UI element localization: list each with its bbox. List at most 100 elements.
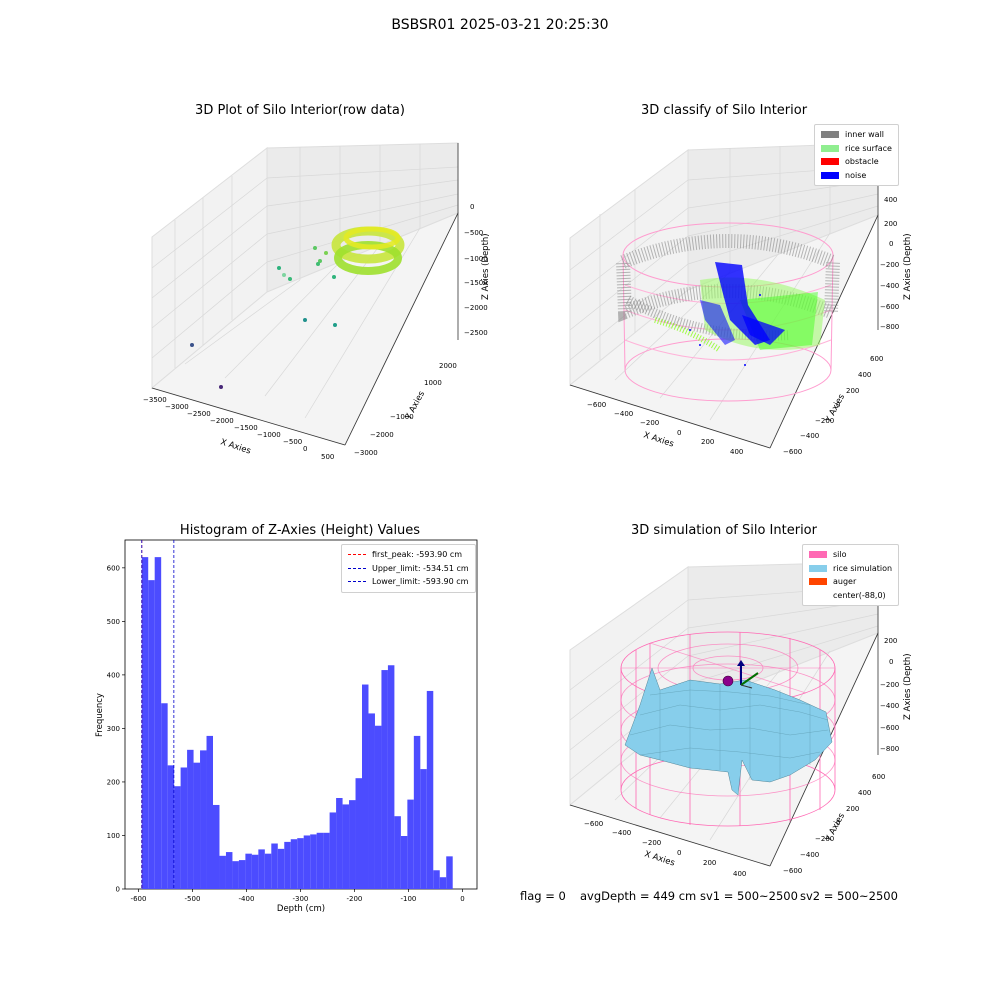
plot2-z-ticks: 400 200 0 −200 −400 −600 −800 <box>880 196 899 331</box>
plot1-ztick: −2500 <box>464 329 488 337</box>
plot2-ztick: −200 <box>880 261 899 269</box>
histogram-ytick-label: 200 <box>107 778 120 786</box>
histogram-bar <box>213 804 220 889</box>
histogram-bars <box>141 557 453 889</box>
silo-swatch <box>809 551 827 559</box>
plot1-xtick: −2500 <box>187 410 211 418</box>
plot4-legend: silo rice simulation auger center(-88,0) <box>802 544 900 607</box>
plot4-xtick: 200 <box>703 859 716 867</box>
plot4-ztick: 0 <box>889 658 893 666</box>
histogram-xtick-label: -600 <box>131 895 147 903</box>
plot2-xtick: −200 <box>640 419 659 427</box>
histogram-xtick-label: -300 <box>293 895 309 903</box>
histogram-bar <box>426 690 434 889</box>
plot2-inner-wall-points <box>615 234 841 341</box>
first-peak-line-swatch <box>348 554 366 556</box>
plot4-title: 3D simulation of Silo Interior <box>631 523 817 538</box>
histogram-bar <box>148 580 155 889</box>
plot4-y-ticks: 600 400 200 0 −200 −400 −600 <box>783 773 885 875</box>
plot2-xtick: 0 <box>677 429 681 437</box>
plot4-ztick: −200 <box>880 681 899 689</box>
plot4-ytick: −600 <box>783 867 802 875</box>
plot4-ytick: −200 <box>815 835 834 843</box>
histogram-bar <box>420 769 427 889</box>
plot2-xtick: 200 <box>701 438 714 446</box>
histogram-bar <box>219 855 226 889</box>
plot2-ztick: 0 <box>889 240 893 248</box>
histogram-ytick-label: 400 <box>107 671 120 679</box>
histogram-ylabel: Frequency <box>95 693 105 737</box>
histogram-bar <box>200 750 207 889</box>
histogram-bar <box>349 800 356 889</box>
histogram-bar <box>245 853 252 889</box>
histogram-bar <box>439 877 447 889</box>
legend-item-first-peak: first_peak: -593.90 cm <box>348 548 469 562</box>
legend-item-inner-wall: inner wall <box>821 128 892 142</box>
plot4-ztick: −600 <box>880 724 899 732</box>
plot4-xtick: 0 <box>677 849 681 857</box>
plot4-auger-marker <box>722 660 759 689</box>
plot1-title: 3D Plot of Silo Interior(row data) <box>195 103 405 118</box>
legend-item-center: center(-88,0) <box>809 589 892 603</box>
plot2-x-ticks: −600 −400 −200 0 200 400 <box>587 401 743 456</box>
plot2-y-ticks: 600 400 200 0 −200 −400 −600 <box>783 355 883 456</box>
legend-item-noise: noise <box>821 169 892 183</box>
histogram-bar <box>433 870 440 889</box>
plot1-ylabel: Y Axies <box>403 389 427 422</box>
plot2-xtick: −600 <box>587 401 606 409</box>
histogram-bar <box>355 778 363 889</box>
histogram-bar <box>193 762 201 889</box>
histogram-ytick-label: 600 <box>107 564 120 572</box>
histogram-bar <box>206 735 213 889</box>
histogram-bar <box>323 832 330 889</box>
lower-limit-line-swatch <box>348 581 366 583</box>
plot2-ztick: −800 <box>880 323 899 331</box>
plot1-xtick: −3000 <box>165 403 189 411</box>
histogram-bar <box>225 852 233 889</box>
legend-item-rice-surface: rice surface <box>821 142 892 156</box>
plot1-ytick: −2000 <box>370 431 394 439</box>
histogram-bar <box>238 860 246 889</box>
histogram-bar <box>284 841 291 889</box>
histogram-bar <box>407 799 414 889</box>
plot4-ztick: 200 <box>884 637 897 645</box>
plot4-xtick: −400 <box>612 829 631 837</box>
histogram-ytick-label: 0 <box>116 886 120 894</box>
histogram-bar <box>400 836 408 889</box>
plot2-zlabel: Z Axies (Depth) <box>903 233 913 300</box>
plot1-ztick: −2000 <box>464 304 488 312</box>
histogram-bar <box>258 849 265 889</box>
histogram-xtick-label: -100 <box>400 895 416 903</box>
histogram-bar <box>446 856 453 889</box>
plot1-ztick: 0 <box>470 203 474 211</box>
footer-flag: flag = 0 <box>520 889 566 903</box>
histogram-bar <box>271 843 278 889</box>
histogram-bar <box>413 735 421 889</box>
plot2-ytick: −600 <box>783 448 802 456</box>
histogram-bar <box>174 786 181 889</box>
histogram-bar <box>290 839 298 889</box>
plot4-ytick: 400 <box>858 789 871 797</box>
legend-item-rice-simulation: rice simulation <box>809 562 892 576</box>
plot2-ytick: −400 <box>800 432 819 440</box>
legend-item-silo: silo <box>809 548 892 562</box>
histogram-bar <box>167 765 175 889</box>
plot2-ztick: 400 <box>884 196 897 204</box>
plot1-x-ticks: −3500 −3000 −2500 −2000 −1500 −1000 −500… <box>143 396 334 461</box>
plot1-ytick: −1000 <box>390 413 414 421</box>
histogram-bar <box>381 670 388 889</box>
histogram-bar <box>310 834 317 889</box>
plot1-ytick: 1000 <box>424 379 442 387</box>
plot1-z-ticks: 0 −500 −1000 −1500 −2000 −2500 <box>464 203 488 337</box>
histogram-xtick-label: 0 <box>460 895 464 903</box>
histogram-bar <box>187 749 194 889</box>
histogram-bar <box>336 798 343 889</box>
plot4-ytick: 0 <box>836 819 840 827</box>
histogram-bar <box>141 557 149 889</box>
plot4-xtick: −600 <box>584 820 603 828</box>
plot4-x-ticks: −600 −400 −200 0 200 400 <box>584 820 746 878</box>
histogram-bar <box>329 812 337 889</box>
histogram-bar <box>362 684 369 889</box>
figure-title: BSBSR01 2025-03-21 20:25:30 <box>391 17 609 33</box>
plot2-legend: inner wall rice surface obstacle noise <box>814 124 899 187</box>
